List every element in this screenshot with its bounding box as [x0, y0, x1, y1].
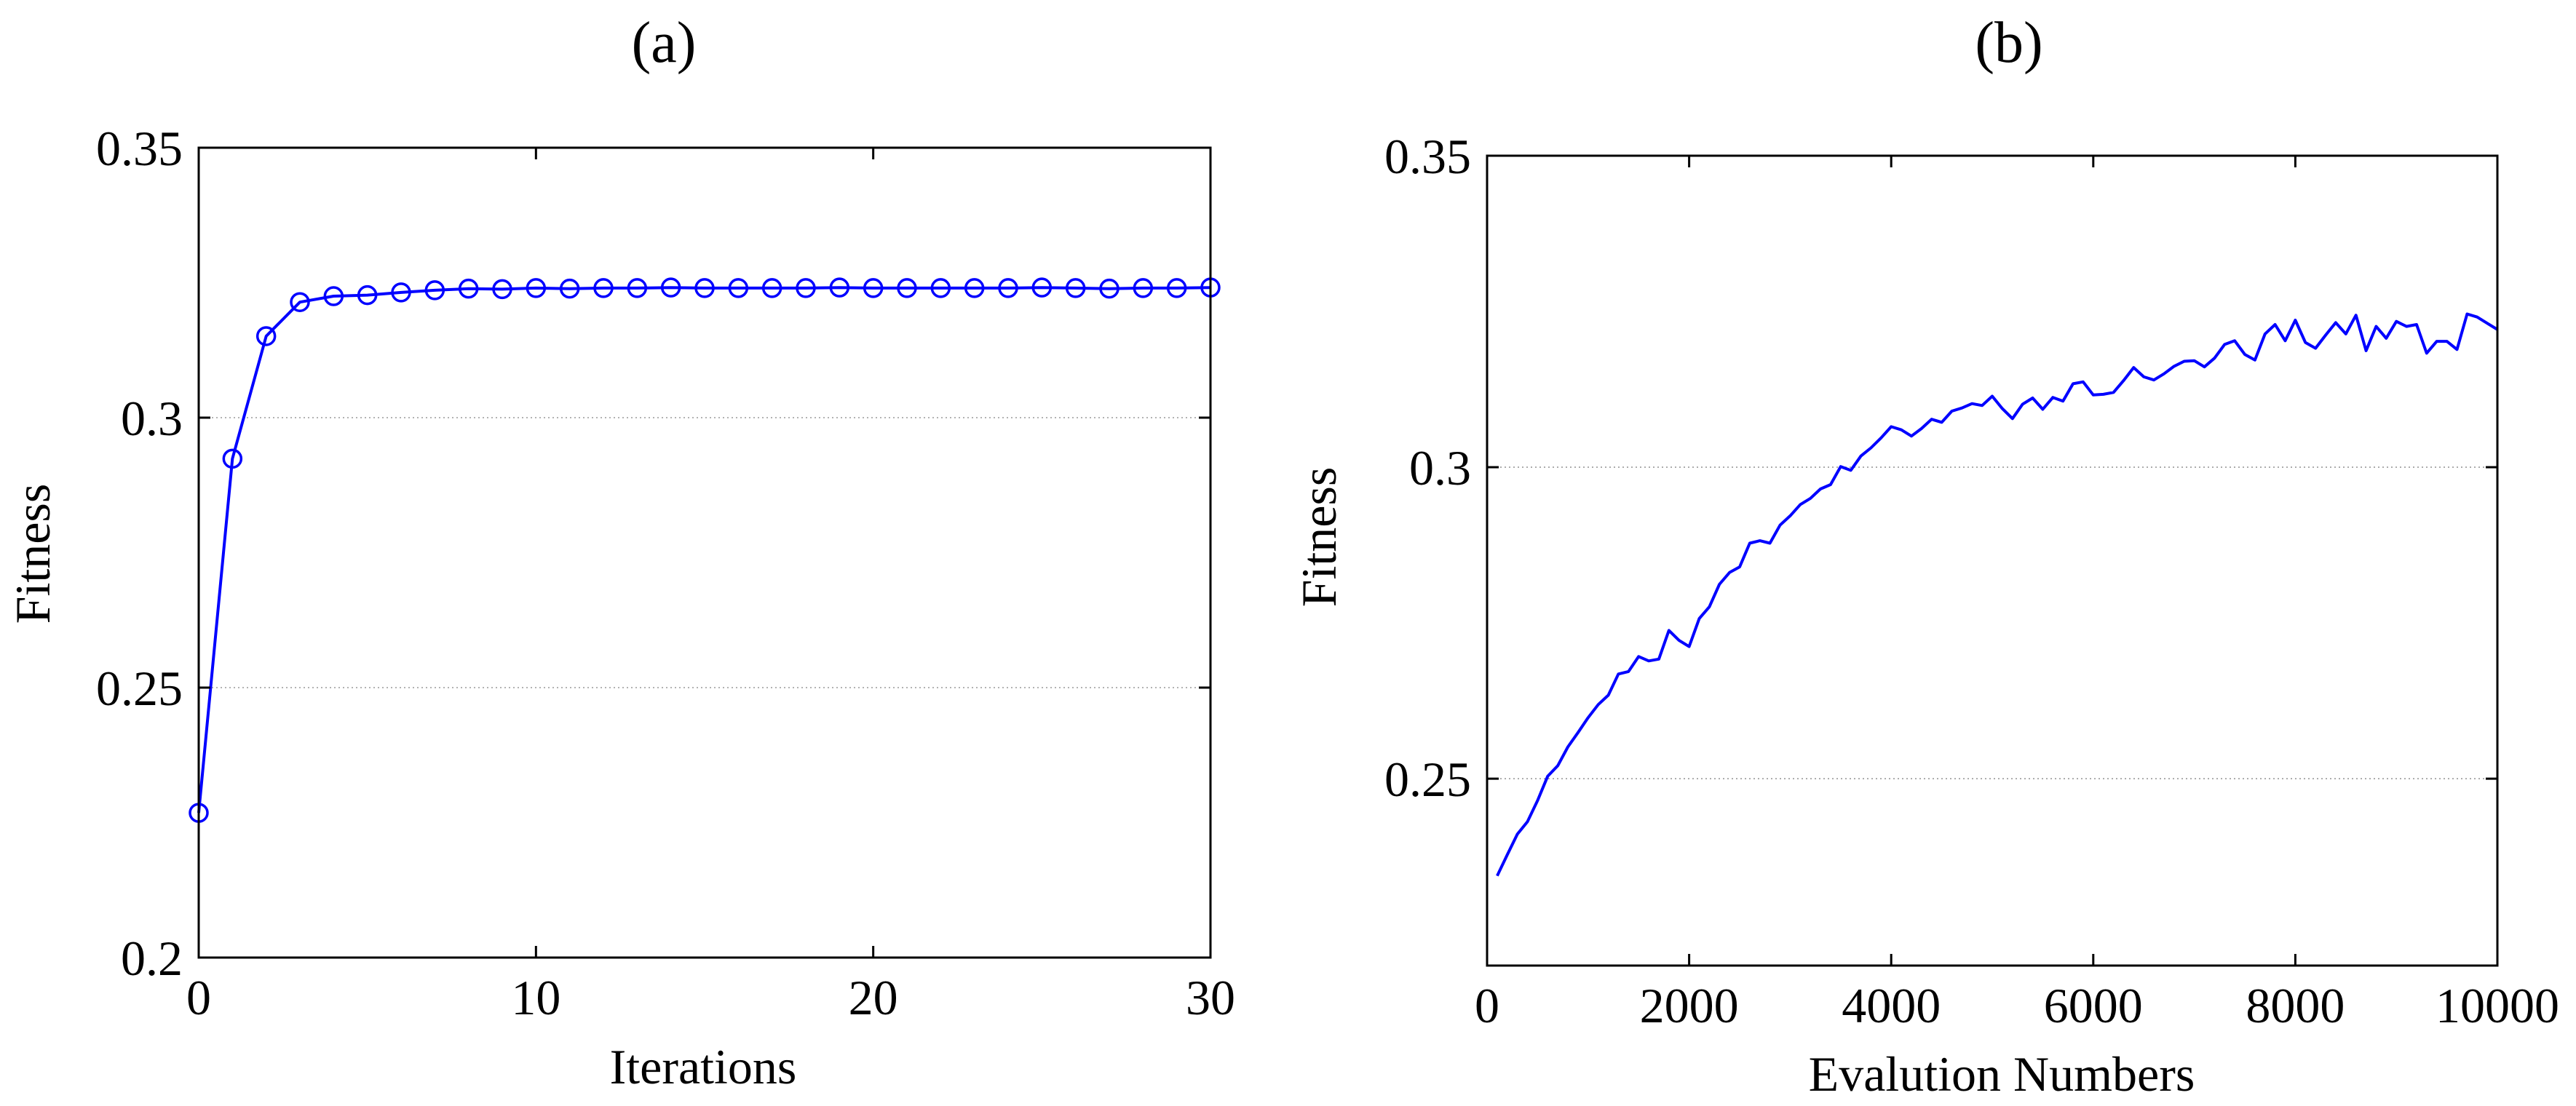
x-tick-label-a: 0	[186, 970, 211, 1025]
data-point-a	[964, 278, 985, 298]
panel-label-a: (a)	[632, 11, 697, 75]
y-tick-label-a: 0.25	[96, 661, 183, 716]
x-tick-label-b: 8000	[2246, 978, 2345, 1033]
data-point-a	[255, 326, 277, 346]
y-tick-label-a: 0.35	[96, 121, 183, 176]
y-gridlines-b	[1487, 466, 2497, 779]
data-point-a	[593, 278, 614, 298]
series-line-b	[1496, 312, 2499, 877]
x-tick-label-a: 20	[849, 970, 898, 1025]
panel-label-b: (b)	[1975, 11, 2042, 75]
data-point-a	[526, 278, 547, 298]
y-tick-label-b: 0.25	[1384, 752, 1471, 807]
x-tick-label-a: 30	[1186, 970, 1235, 1025]
data-point-a	[627, 278, 648, 298]
ticks-b: 0.25 0.3 0.35 0 2000 4000 6000 8000 10000	[1384, 129, 2559, 1033]
data-point-a	[424, 280, 445, 301]
data-point-a	[1133, 278, 1154, 298]
y-tick-label-a: 0.3	[121, 391, 183, 446]
data-point-a	[998, 278, 1018, 298]
data-point-a	[1166, 278, 1187, 298]
x-axis-label-a: Iterations	[610, 1039, 797, 1094]
series-group-b	[1496, 312, 2499, 877]
data-point-a	[1031, 277, 1053, 298]
y-tick-label-a: 0.2	[121, 931, 183, 986]
y-gridlines-a	[199, 417, 1210, 688]
ticks-a: 0.2 0.25 0.3 0.35 0 10 20 30	[96, 121, 1235, 1025]
data-point-a	[796, 278, 816, 298]
data-point-a	[660, 277, 681, 298]
plot-frame-b	[1486, 154, 2499, 967]
y-tick-label-b: 0.3	[1409, 440, 1471, 496]
x-tick-label-b: 2000	[1640, 978, 1739, 1033]
data-point-a	[761, 278, 782, 298]
data-point-a	[357, 285, 378, 306]
x-tick-label-b: 10000	[2436, 978, 2559, 1033]
x-tick-label-b: 6000	[2044, 978, 2143, 1033]
data-point-a	[458, 278, 479, 299]
x-tick-label-b: 4000	[1842, 978, 1941, 1033]
series-line-a	[197, 286, 1211, 813]
chart-panel-b: (b) Evalution Numbers Fitness 0.25 0.3 0.3…	[1291, 11, 2559, 1102]
y-tick-label-b: 0.35	[1384, 129, 1471, 184]
data-point-a	[863, 278, 884, 298]
data-point-a	[391, 282, 411, 303]
data-point-a	[323, 286, 344, 306]
data-point-a	[897, 278, 917, 298]
data-point-a	[559, 278, 580, 299]
data-point-a	[829, 277, 850, 298]
series-group-a	[189, 277, 1221, 823]
data-point-a	[1065, 278, 1086, 298]
x-tick-label-b: 0	[1475, 978, 1499, 1033]
data-point-a	[1099, 278, 1119, 299]
data-point-a	[930, 278, 951, 298]
data-point-a	[728, 278, 749, 298]
x-tick-label-a: 10	[511, 970, 560, 1025]
data-point-a	[492, 279, 512, 300]
x-axis-label-b: Evalution Numbers	[1809, 1046, 2195, 1102]
data-point-a	[222, 448, 243, 469]
chart-panel-a: (a) Iterations Fitness 0.2 0.25 0.3 0.35 0 10…	[5, 11, 1235, 1094]
plot-frame-a	[197, 146, 1212, 959]
data-point-a	[694, 278, 715, 298]
data-point-a	[290, 292, 310, 312]
y-axis-label-a: Fitness	[5, 484, 60, 624]
y-axis-label-b: Fitness	[1291, 467, 1347, 608]
